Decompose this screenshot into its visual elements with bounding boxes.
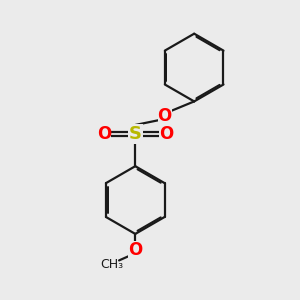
Text: S: S xyxy=(129,125,142,143)
Text: O: O xyxy=(128,241,142,259)
Text: O: O xyxy=(158,107,172,125)
Text: O: O xyxy=(159,125,173,143)
Text: CH₃: CH₃ xyxy=(100,258,123,271)
Text: O: O xyxy=(97,125,112,143)
